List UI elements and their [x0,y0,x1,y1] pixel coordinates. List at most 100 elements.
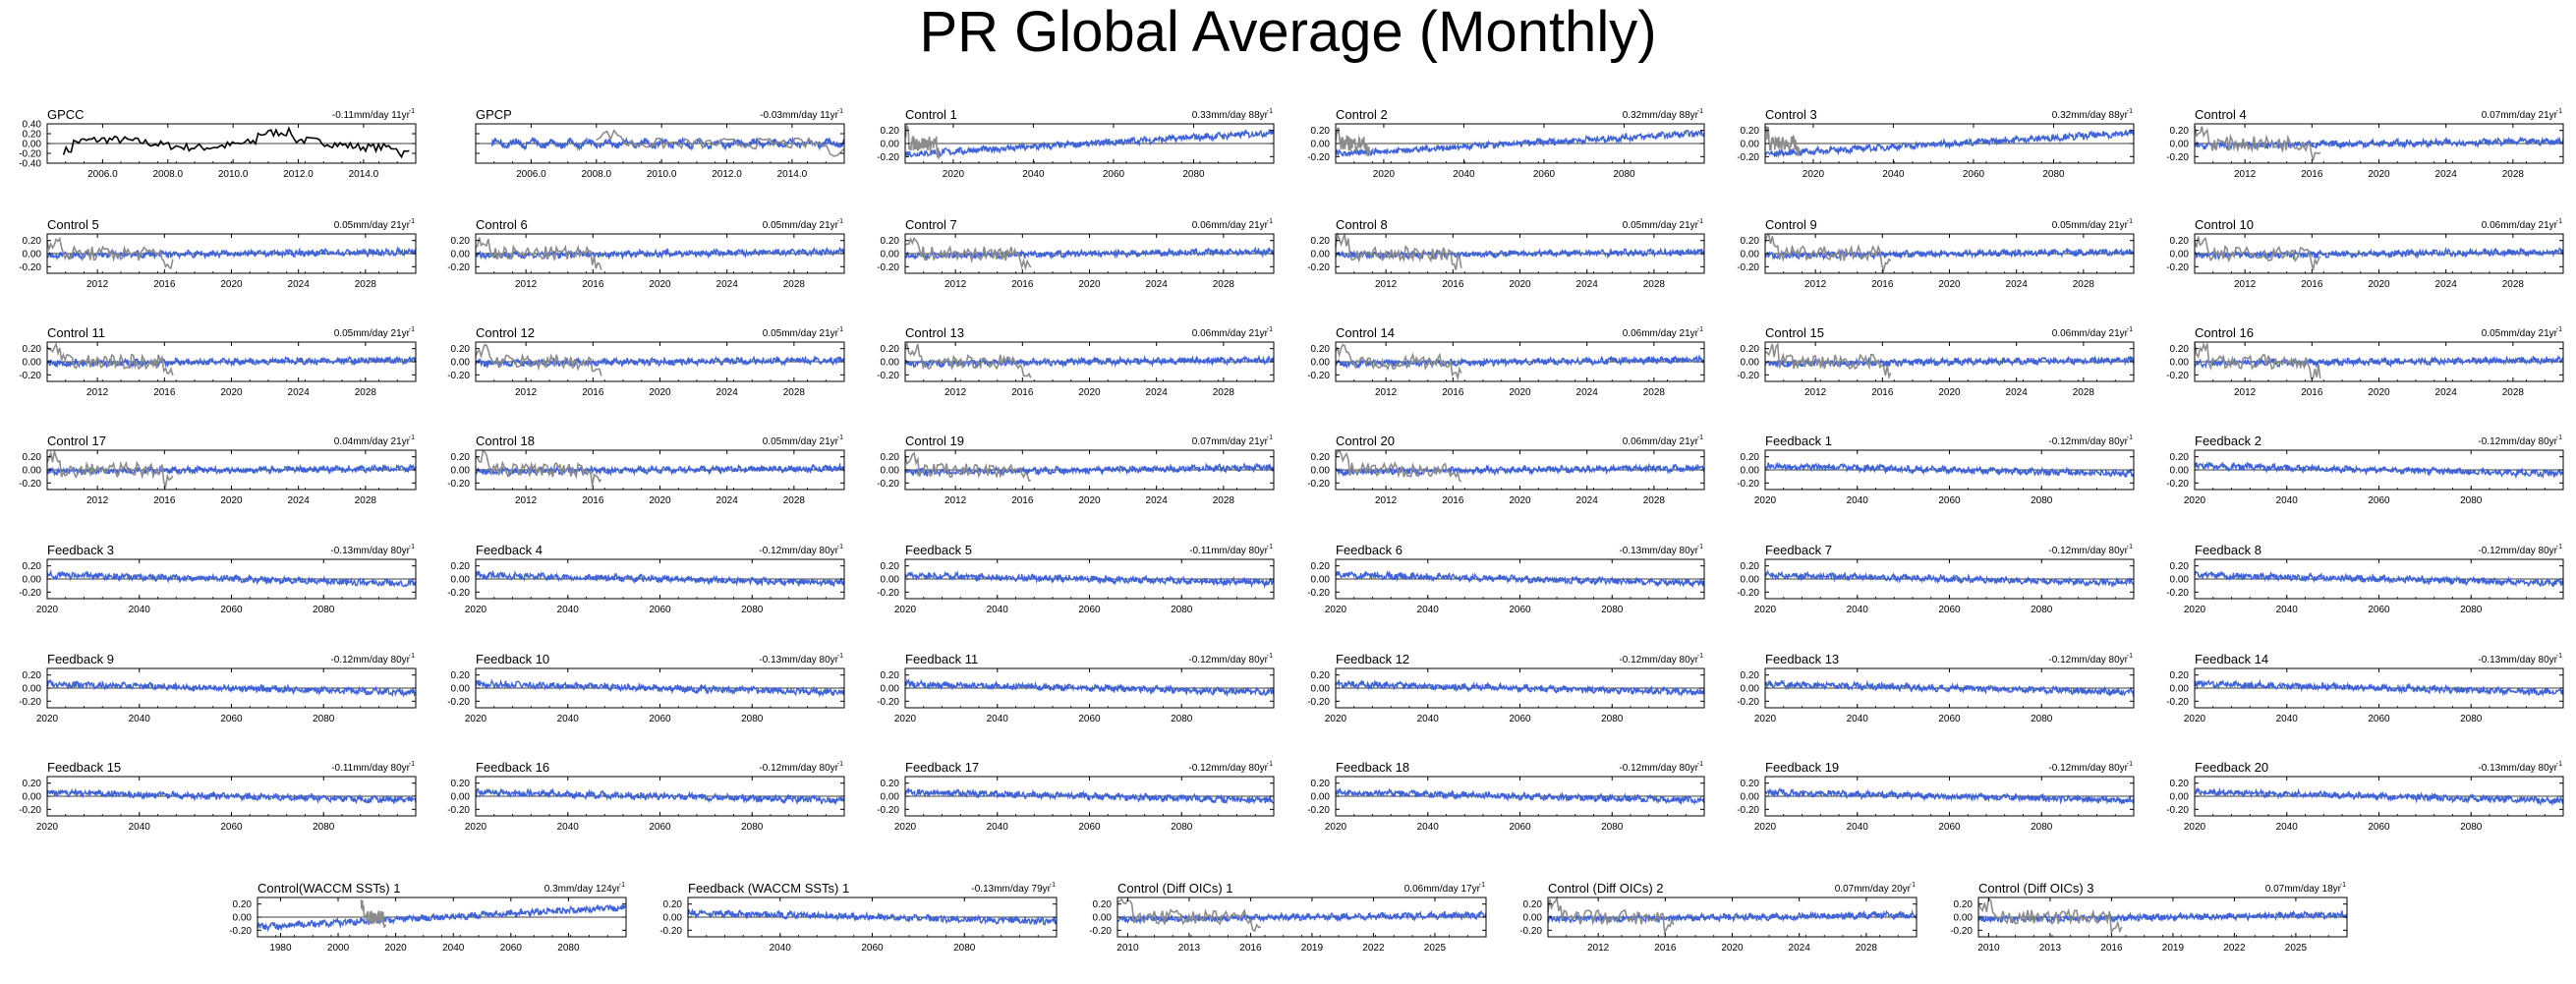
model-series-line [2194,461,2564,480]
x-tick-label: 2012 [1375,387,1398,398]
x-tick-label: 2020 [1938,279,1961,290]
panel-title: Feedback 9 [47,652,114,666]
x-tick-label: 2080 [557,943,580,954]
panel-title: Control(WACCM SSTs) 1 [258,881,400,896]
panel-trend: -0.12mm/day 80yr [2478,436,2557,447]
panel-trend: -0.12mm/day 80yr [2048,655,2128,666]
y-tick-label: -0.20 [1737,152,1759,163]
chart-panel: Feedback 16 -0.12mm/day 80yr-1 0.20 0.00 -0.… [447,760,845,833]
x-tick-label: 2020 [1803,169,1825,180]
panel-trend: 0.07mm/day 21yr [1192,436,1269,447]
x-tick-label: 2024 [716,387,739,398]
panel-title: Feedback 2 [2195,434,2261,448]
x-tick-label: 2060 [1533,169,1556,180]
x-tick-label: 2040 [987,605,1009,615]
x-tick-label: 2040 [1847,495,1869,506]
x-tick-label: 2022 [2223,943,2246,954]
trend-superscript: -1 [2556,434,2562,441]
y-tick-label: 0.00 [1093,913,1113,924]
x-tick-label: 2028 [1213,279,1235,290]
x-tick-label: 2028 [783,387,806,398]
x-tick-label: 2020 [649,279,671,290]
panel-title: Control 3 [1765,107,1817,122]
observation-series-line [596,129,845,157]
panel-trend: -0.13mm/day 80yr [2478,655,2557,666]
y-tick-label: -0.20 [19,588,41,599]
x-tick-label: 2016 [582,495,604,506]
x-tick-label: 2060 [1938,495,1961,506]
y-tick-label: -0.20 [19,479,41,490]
x-tick-label: 2016 [1011,279,1034,290]
x-tick-label: 2000 [327,943,350,954]
trend-superscript: -1 [1267,108,1273,115]
x-tick-label: 2020 [465,605,487,615]
x-tick-label: 2040 [1847,714,1869,724]
x-tick-label: 2012.0 [283,169,314,180]
model-series-line [1116,909,1487,925]
x-tick-label: 2010.0 [218,169,249,180]
y-tick-label: 0.20 [1311,452,1331,463]
y-tick-label: 0.00 [451,684,471,695]
x-tick-label: 2010 [1977,943,2000,954]
y-tick-label: -0.20 [1307,805,1330,816]
panel-trend: -0.11mm/day 80yr [1189,546,1269,556]
x-tick-label: 2024 [1576,495,1599,506]
model-series-line [1764,128,2135,159]
x-tick-label: 2016 [153,387,176,398]
panel-trend: 0.07mm/day 18yr [2265,884,2342,895]
observation-series-line [360,899,387,928]
y-tick-label: 0.20 [1311,779,1331,789]
x-tick-label: 2080 [2460,822,2483,833]
panel-title: Control 19 [905,434,964,448]
trend-superscript: -1 [2127,108,2133,115]
x-tick-label: 2020 [2184,605,2206,615]
model-series-line [904,677,1275,698]
x-tick-label: 2016 [1442,495,1464,506]
panel-title: Control 14 [1336,325,1395,340]
x-tick-label: 2016 [582,387,604,398]
x-tick-label: 2080 [1171,714,1193,724]
observation-series-line [1335,343,1462,381]
model-series-line [46,246,417,261]
y-tick-label: -0.20 [1737,805,1759,816]
x-tick-label: 2012 [86,495,109,506]
trend-superscript: -1 [409,653,415,660]
y-tick-label: -0.20 [1737,262,1759,273]
trend-superscript: -1 [409,108,415,115]
model-series-line [1547,909,1918,925]
chart-panel: Feedback 20 -0.13mm/day 80yr-1 0.20 0.00 -0.… [2166,760,2564,833]
x-tick-label: 2080 [1601,714,1624,724]
x-tick-label: 2040 [2276,822,2299,833]
y-tick-label: 0.20 [23,670,42,681]
observation-series-line [62,126,410,159]
y-tick-label: -0.20 [1307,371,1330,381]
x-tick-label: 2016 [2301,387,2323,398]
observation-series-line [1335,127,1371,156]
y-tick-label: 0.00 [1741,466,1760,477]
y-tick-label: 0.00 [1311,358,1331,369]
chart-panel: Feedback 12 -0.12mm/day 80yr-1 0.20 0.00 -0.… [1307,652,1705,724]
trend-superscript: -1 [1697,434,1703,441]
x-tick-label: 2020 [2368,279,2390,290]
chart-panel: Control 16 0.05mm/day 21yr-1 0.20 0.00 -0.20… [2166,325,2564,398]
y-tick-label: -0.20 [2166,479,2189,490]
x-tick-label: 2020 [220,387,243,398]
panel-trend: 0.05mm/day 21yr [334,328,411,339]
y-tick-label: 0.00 [1311,140,1331,150]
trend-superscript: -1 [2556,218,2562,225]
model-series-line [257,903,627,933]
chart-panel: Control 15 0.06mm/day 21yr-1 0.20 0.00 -0.20… [1737,325,2135,398]
x-tick-label: 2080 [2460,714,2483,724]
y-tick-label: 0.00 [23,466,42,477]
observation-series-line [904,124,941,159]
panel-trend: 0.05mm/day 21yr [763,220,839,231]
trend-superscript: -1 [1267,653,1273,660]
y-tick-label: 0.20 [451,561,471,572]
x-tick-label: 2012 [515,387,538,398]
panel-trend: -0.11mm/day 11yr [332,110,411,121]
trend-superscript: -1 [1479,882,1485,889]
model-series-line [1764,461,2135,479]
y-tick-label: -0.20 [1950,926,1973,937]
panel-title: Control 7 [905,217,957,232]
